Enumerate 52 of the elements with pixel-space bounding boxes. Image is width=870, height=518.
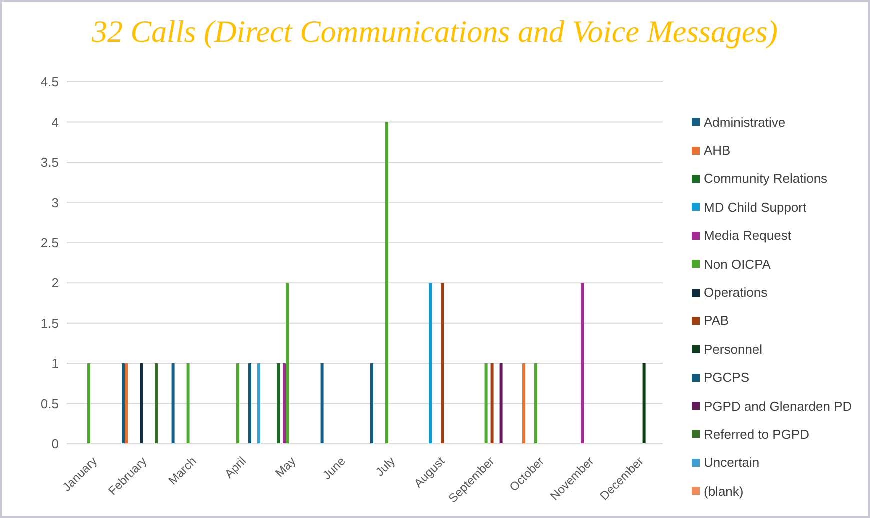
y-tick-label: 1 [52,356,59,372]
legend-label: Operations [704,285,768,300]
bar [320,364,324,444]
legend-label: (blank) [704,484,744,499]
bar [236,364,240,444]
bar [534,364,538,444]
bar [277,364,280,444]
bar [500,364,503,444]
bar [490,364,494,444]
bar [125,364,128,444]
bar [283,364,286,444]
legend-label: Administrative [704,114,786,130]
legend-label: AHB [704,143,731,158]
legend-label: Uncertain [704,455,760,470]
legend-label: PGCPS [704,370,750,386]
y-tick-label: 0.5 [40,396,59,412]
bar [286,283,290,444]
y-tick-label: 1.5 [40,316,59,331]
legend-label: Community Relations [704,171,828,186]
bar [441,283,444,444]
legend-label: Non OICPA [704,256,771,272]
bar [172,364,175,444]
y-tick-label: 0 [52,436,59,452]
y-tick-label: 2.5 [40,236,59,251]
bar [155,364,158,444]
bar [429,283,432,444]
legend-label: Referred to PGPD [704,426,810,442]
bar [484,364,488,444]
bar [370,364,374,444]
chart-title: 32 Calls (Direct Communications and Voice Messages) [91,14,779,50]
legend-label: Media Request [704,228,792,244]
bar [87,364,90,444]
bar [581,283,584,444]
y-tick-label: 3 [52,195,59,210]
y-tick-label: 4.5 [40,74,59,90]
legend-label: PGPD and Glenarden PD [704,398,852,414]
y-tick-label: 2 [52,276,59,291]
y-tick-label: 4 [52,114,59,130]
bar [248,364,252,444]
bar [257,364,260,444]
y-tick-label: 3.5 [40,155,59,170]
legend-label: MD Child Support [704,200,807,215]
bar [186,364,190,444]
bar [140,364,144,444]
bar [642,364,646,444]
bar [122,364,126,444]
legend-label: Personnel [704,342,763,357]
legend-label: PAB [704,313,730,328]
bar [385,122,388,444]
bar [522,364,526,444]
x-tick-label: May [272,454,299,480]
x-tick-label: July [372,454,398,480]
